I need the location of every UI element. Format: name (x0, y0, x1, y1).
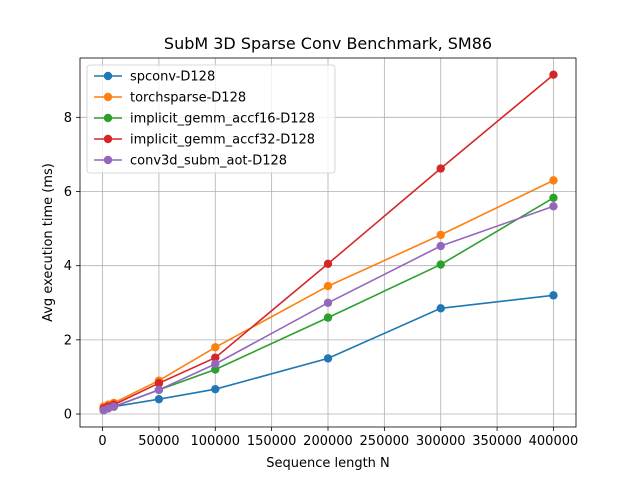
data-point (323, 281, 333, 291)
legend-marker (103, 134, 113, 144)
series-4 (99, 202, 558, 415)
data-point (436, 164, 445, 173)
data-point (549, 193, 558, 203)
x-tick-label: 50000 (138, 434, 179, 449)
legend-marker (103, 92, 113, 102)
data-point (211, 343, 220, 352)
data-point (549, 176, 558, 185)
data-point (323, 313, 333, 322)
series-layer (99, 70, 558, 415)
data-point (154, 394, 164, 404)
legend-label: spconv-D128 (130, 70, 215, 85)
y-tick-label: 2 (64, 333, 72, 348)
chart-title: SubM 3D Sparse Conv Benchmark, SM86 (164, 34, 492, 53)
legend-marker (103, 113, 113, 123)
data-point (109, 402, 119, 411)
series-line (103, 179, 554, 408)
data-point (323, 259, 333, 269)
legend-label: implicit_gemm_accf32-D128 (130, 133, 315, 148)
data-point (549, 291, 558, 300)
legend: spconv-D128 torchsparse-D128 implicit_gemm… (86, 64, 336, 174)
legend-marker (103, 155, 113, 165)
y-axis-title: Avg execution time (ms) (41, 163, 56, 322)
legend-box (86, 64, 336, 174)
data-point (211, 353, 220, 362)
legend-item: spconv-D128 (94, 70, 215, 85)
x-tick-label: 150000 (247, 434, 297, 449)
data-point (154, 385, 164, 395)
y-tick-label: 6 (64, 185, 72, 200)
data-point (436, 241, 445, 251)
x-tick-label: 400000 (529, 434, 579, 449)
x-tick-label: 350000 (472, 434, 522, 449)
x-tick-label: 100000 (190, 434, 240, 449)
legend-item: implicit_gemm_accf16-D128 (94, 112, 315, 127)
data-point (323, 298, 333, 307)
legend-item: conv3d_subm_aot-D128 (94, 154, 287, 169)
x-tick-label: 300000 (416, 434, 466, 449)
series-line (103, 294, 554, 411)
series-1 (99, 176, 558, 411)
x-tick-label: 250000 (360, 434, 410, 449)
data-point (154, 379, 164, 388)
y-ticks: 0 2 4 6 8 (64, 111, 80, 423)
legend-marker (103, 71, 113, 81)
data-point (436, 304, 445, 313)
y-tick-label: 0 (64, 408, 72, 423)
data-point (211, 384, 220, 394)
legend-label: implicit_gemm_accf16-D128 (130, 112, 315, 127)
data-point (323, 354, 333, 363)
y-tick-label: 4 (64, 259, 72, 274)
data-point (549, 202, 558, 211)
legend-label: conv3d_subm_aot-D128 (130, 154, 287, 169)
y-tick-label: 8 (64, 111, 72, 126)
data-point (549, 70, 558, 79)
data-point (211, 359, 220, 369)
data-point (436, 230, 445, 240)
x-tick-label: 0 (98, 434, 106, 449)
x-tick-label: 200000 (303, 434, 353, 449)
series-0 (99, 291, 558, 414)
legend-label: torchsparse-D128 (130, 91, 246, 106)
legend-item: torchsparse-D128 (94, 91, 246, 106)
data-point (436, 260, 445, 269)
x-axis-title: Sequence length N (266, 456, 390, 471)
x-ticks: 0 50000 100000 150000 200000 250000 300000 3500… (98, 427, 578, 449)
legend-item: implicit_gemm_accf32-D128 (94, 133, 315, 148)
